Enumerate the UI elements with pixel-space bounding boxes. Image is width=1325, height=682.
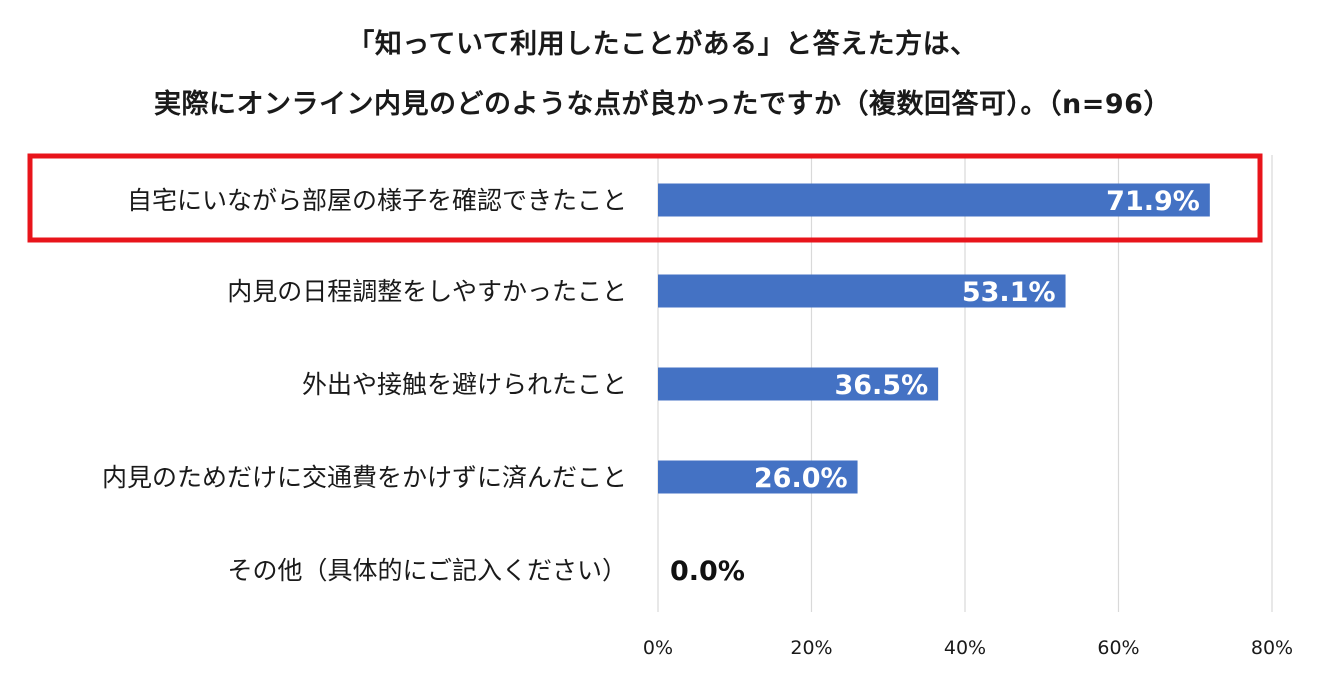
data-label: 36.5% bbox=[834, 370, 928, 401]
data-label: 53.1% bbox=[962, 277, 1056, 308]
category-label: 内見のためだけに交通費をかけずに済んだこと bbox=[102, 463, 627, 492]
x-tick-label: 80% bbox=[1251, 637, 1293, 659]
category-label: 自宅にいながら部屋の様子を確認できたこと bbox=[127, 186, 627, 215]
x-axis-ticks: 0% 20% 40% 60% 80% bbox=[643, 637, 1293, 659]
bar bbox=[658, 274, 1066, 308]
data-label: 71.9% bbox=[1106, 186, 1200, 217]
bars bbox=[658, 183, 1210, 494]
bar bbox=[658, 367, 939, 401]
x-tick-label: 20% bbox=[790, 637, 832, 659]
highlight-box bbox=[27, 153, 1263, 243]
bar bbox=[658, 183, 1210, 217]
category-label: その他（具体的にご記入ください） bbox=[227, 556, 627, 585]
x-tick-label: 60% bbox=[1097, 637, 1139, 659]
category-label: 内見の日程調整をしやすかったこと bbox=[227, 277, 627, 306]
data-labels: 71.9% 53.1% 36.5% 26.0% 0.0% bbox=[670, 186, 1200, 587]
x-tick-label: 40% bbox=[944, 637, 986, 659]
category-label: 外出や接触を避けられたこと bbox=[302, 370, 627, 399]
data-label: 0.0% bbox=[670, 556, 745, 587]
highlight-box-layer bbox=[27, 153, 1263, 243]
chart-subtitle: 実際にオンライン内見のどのような点が良かったですか（複数回答可）。（n=96） bbox=[154, 89, 1171, 120]
category-labels: 自宅にいながら部屋の様子を確認できたこと内見の日程調整をしやすかったこと外出や接… bbox=[102, 186, 627, 585]
bar bbox=[658, 460, 858, 494]
data-label: 26.0% bbox=[754, 463, 848, 494]
x-tick-label: 0% bbox=[643, 637, 673, 659]
chart-title: 「知っていて利用したことがある」と答えた方は、 bbox=[347, 29, 978, 60]
